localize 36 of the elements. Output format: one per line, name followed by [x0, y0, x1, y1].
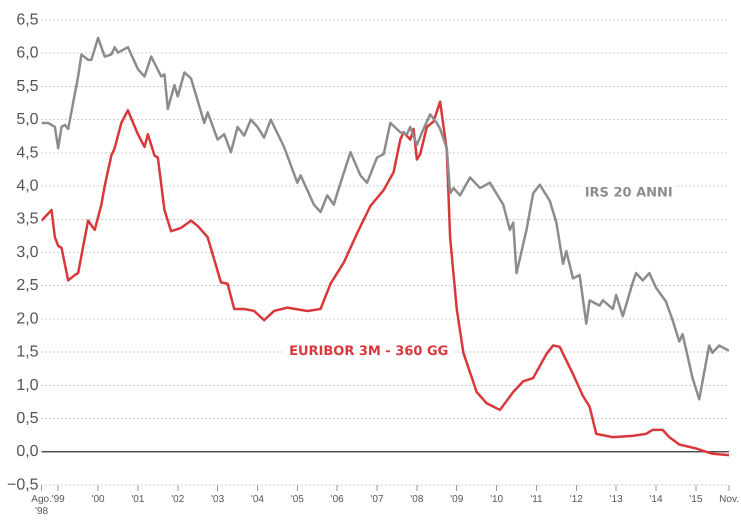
y-tick-label: 2,5 — [16, 277, 39, 294]
y-tick-label: 3,0 — [16, 244, 39, 261]
y-tick-label: −0,5 — [6, 476, 39, 494]
y-tick-label: 5,0 — [16, 111, 39, 128]
x-tick-label: '13 — [610, 494, 624, 505]
x-tick-label: '05 — [290, 494, 304, 505]
x-tick-label: '15 — [689, 494, 703, 505]
x-tick-label: '00 — [92, 494, 105, 505]
y-tick-label: 6,5 — [16, 11, 39, 28]
x-tick-label: Ago. '98 — [31, 494, 52, 517]
x-tick-label: '08 — [410, 494, 424, 505]
x-tick-label: '07 — [370, 494, 384, 505]
x-tick-label: '11 — [530, 494, 544, 505]
x-tick-label: '09 — [450, 494, 464, 505]
x-tick-label: '99 — [52, 494, 66, 505]
x-tick-label: '01 — [131, 494, 145, 505]
y-tick-label: 6,0 — [16, 44, 39, 62]
x-tick-label: '04 — [250, 494, 264, 505]
x-tick-label: Nov. — [719, 494, 740, 505]
y-tick-label: 4,0 — [16, 177, 39, 194]
x-tick-label: '06 — [330, 494, 344, 505]
y-tick-label: 0,5 — [16, 410, 39, 427]
x-tick-label: '03 — [211, 494, 225, 505]
x-tick-label: '10 — [490, 494, 504, 505]
x-tick-label: '12 — [570, 494, 584, 505]
x-tick-label: '02 — [171, 494, 185, 505]
y-tick-label: 0,0 — [16, 443, 39, 460]
x-tick-label: '14 — [650, 494, 663, 505]
y-tick-label: 1,0 — [16, 376, 39, 394]
y-tick-label: 5,5 — [16, 78, 39, 95]
series-label: EURIBOR 3M - 360 GG — [289, 344, 448, 359]
text: IRS 20 ANNI — [584, 186, 673, 201]
y-tick-label: 4,5 — [16, 144, 39, 162]
y-tick-label: 1,5 — [16, 344, 39, 361]
y-tick-label: 2,0 — [16, 310, 39, 328]
y-tick-label: 3,5 — [16, 210, 39, 228]
